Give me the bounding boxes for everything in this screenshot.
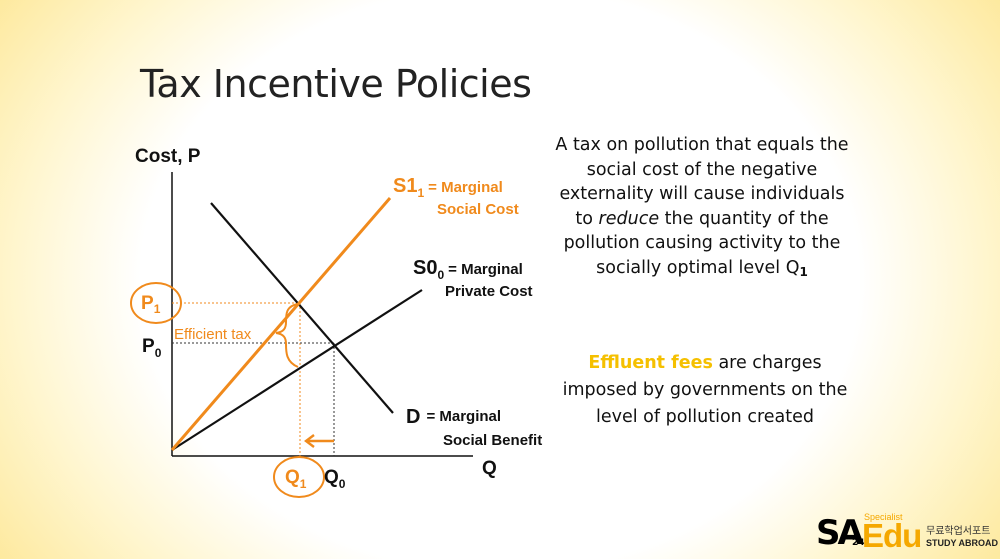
x-axis-label: Q [482, 458, 497, 479]
q1-label: Q1 [285, 467, 307, 491]
logo-study-abroad: STUDY ABROAD [926, 538, 999, 548]
logo-number: 24 [852, 538, 865, 548]
demand-label-line2: Social Benefit [443, 432, 542, 449]
effluent-fees-rest: are charges imposed by governments on th… [562, 353, 848, 427]
efficient-tax-label: Efficient tax [174, 326, 252, 343]
sa24-edu-logo: SA 24 Specialist Edu 무료학업서포트 STUDY ABROA… [812, 510, 998, 556]
effluent-fees-highlight: Effluent fees [588, 353, 713, 373]
description-subscript: 1 [799, 264, 808, 279]
p0-label: P0 [142, 336, 162, 360]
s1-label: S11 = Marginal [393, 175, 503, 200]
logo-korean: 무료학업서포트 [926, 526, 991, 537]
s1-label-line2: Social Cost [437, 201, 519, 218]
tax-brace [275, 303, 299, 368]
s1-curve [170, 197, 392, 451]
s0-label: S00 = Marginal [413, 257, 523, 282]
logo-specialist: Specialist [864, 512, 903, 522]
logo-edu: Edu [862, 517, 922, 554]
s0-curve [171, 289, 423, 451]
q1-circle [273, 456, 325, 498]
q0-label: Q0 [324, 467, 346, 491]
demand-label: D = Marginal [406, 406, 501, 428]
y-axis-label: Cost, P [135, 146, 201, 167]
description-text: A tax on pollution that equals the socia… [552, 133, 852, 284]
demand-curve [210, 202, 394, 414]
description-part1: A tax on pollution that equals the socia… [555, 135, 849, 229]
p1-circle [130, 282, 182, 324]
quantity-arrowhead [304, 434, 315, 448]
effluent-fees-text: Effluent fees are charges imposed by gov… [560, 350, 850, 431]
description-emphasis: reduce [598, 208, 660, 229]
slide-title: Tax Incentive Policies [140, 62, 532, 106]
description-part2: the quantity of the pollution causing ac… [563, 208, 841, 278]
logo-mark: SA [816, 513, 864, 553]
p1-label: P1 [141, 293, 161, 316]
s0-label-line2: Private Cost [445, 283, 533, 300]
